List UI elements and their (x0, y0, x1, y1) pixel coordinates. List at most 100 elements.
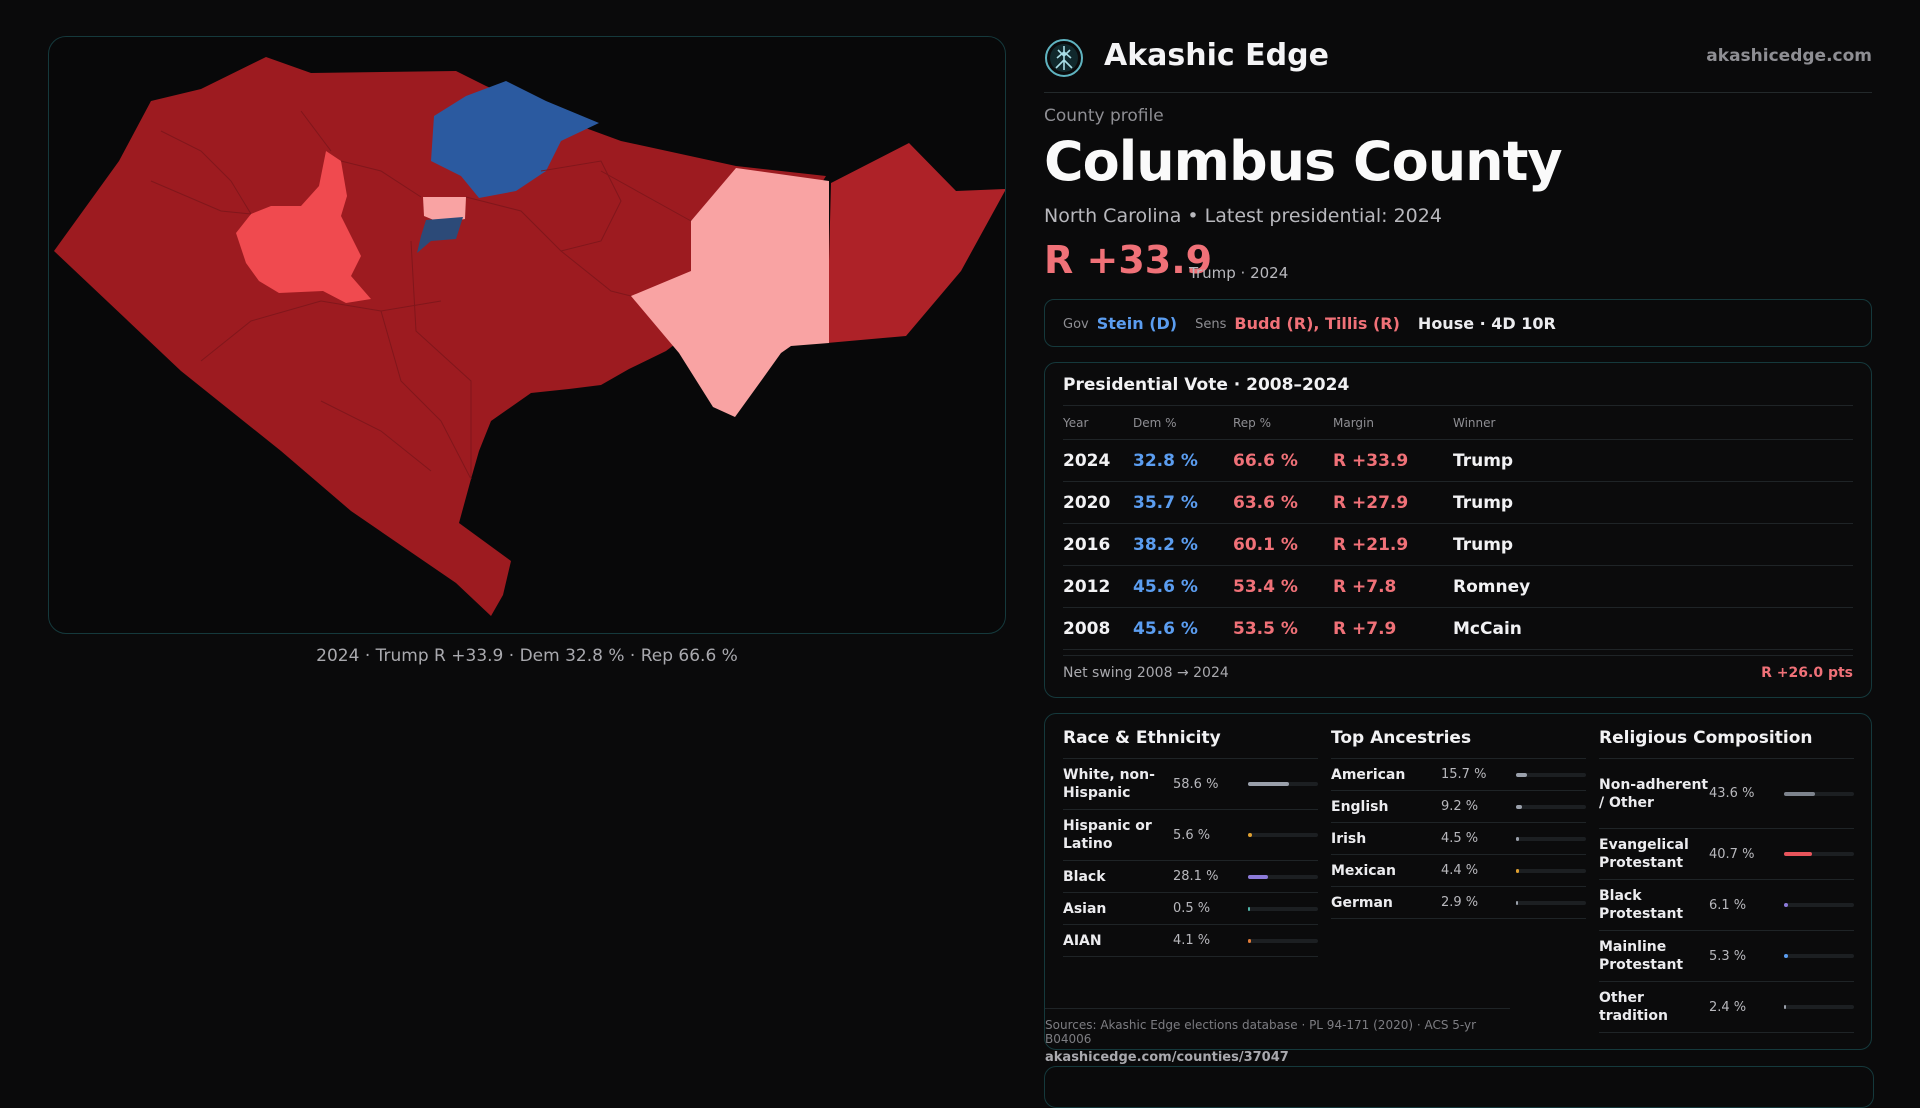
senators-link[interactable]: Budd (R), Tillis (R) (1234, 313, 1400, 333)
precinct-map[interactable] (49, 37, 1006, 634)
race-row-name: White, non-Hispanic (1063, 767, 1155, 801)
race-row-bar-track (1248, 874, 1318, 879)
sources-text: Sources: Akashic Edge elections database… (1045, 1018, 1477, 1046)
race-row-name: Black (1063, 868, 1106, 885)
demographics-card: Race & Ethnicity White, non-Hispanic 58.6… (1044, 713, 1872, 1065)
table-row[interactable]: 2016 38.2 % 60.1 % R +21.9 Trump (1063, 523, 1853, 566)
precinct-likely-r-east[interactable] (827, 143, 1006, 343)
row-rep: 63.6 % (1233, 481, 1333, 524)
ancestry-title: Top Ancestries (1331, 728, 1586, 759)
presidential-vote-title: Presidential Vote · 2008–2024 (1063, 375, 1350, 395)
officials-bar: Gov Stein (D) Sens Budd (R), Tillis (R) … (1044, 299, 1872, 347)
religion-row-bar-track (1784, 1005, 1854, 1009)
profile-kicker: County profile (1044, 106, 1164, 126)
table-row[interactable]: 2024 32.8 % 66.6 % R +33.9 Trump (1063, 439, 1853, 482)
religion-row: Mainline Protestant 5.3 % (1599, 931, 1854, 982)
row-margin: R +7.8 (1333, 565, 1453, 608)
religion-row-pct: 43.6 % (1709, 786, 1755, 801)
ancestry-row-bar-track (1516, 772, 1586, 777)
ancestry-row-bar-fill (1516, 804, 1522, 809)
row-winner: Trump (1453, 439, 1853, 482)
precinct-safe-r-base[interactable] (54, 57, 826, 616)
ancestry-row-bar-fill (1516, 772, 1527, 777)
row-winner: McCain (1453, 607, 1853, 650)
brand-name[interactable]: Akashic Edge (1104, 38, 1329, 73)
ancestry-row-name: German (1331, 894, 1393, 911)
ancestry-row-name: American (1331, 766, 1406, 783)
table-row[interactable]: 2012 45.6 % 53.4 % R +7.8 Romney (1063, 565, 1853, 608)
row-rep: 53.4 % (1233, 565, 1333, 608)
race-row-pct: 5.6 % (1173, 827, 1211, 843)
race-ethnicity-column: Race & Ethnicity White, non-Hispanic 58.6… (1063, 728, 1318, 957)
religion-row: Other tradition 2.4 % (1599, 982, 1854, 1033)
race-row-pct: 0.5 % (1173, 901, 1211, 916)
ancestry-row: Mexican 4.4 % (1331, 855, 1586, 887)
net-swing-value: R +26.0 pts (1761, 665, 1853, 681)
governor-link[interactable]: Stein (D) (1096, 313, 1178, 333)
precinct-tilt-r-town[interactable] (423, 197, 466, 223)
religion-row-name: Evangelical Protestant (1599, 837, 1689, 871)
row-dem: 45.6 % (1133, 565, 1233, 608)
race-row-pct: 58.6 % (1173, 776, 1219, 792)
religion-row: Non-adherent / Other 43.6 % (1599, 759, 1854, 829)
ancestry-row-bar-track (1516, 804, 1586, 809)
race-row: Asian 0.5 % (1063, 893, 1318, 925)
row-margin: R +7.9 (1333, 607, 1453, 650)
ancestry-row-bar-fill (1516, 868, 1519, 873)
precinct-safe-d-town[interactable] (417, 217, 463, 253)
site-link[interactable]: akashicedge.com (1706, 46, 1872, 66)
senators-label: Sens (1195, 317, 1227, 332)
religion-row: Evangelical Protestant 40.7 % (1599, 829, 1854, 880)
county-url-link[interactable]: akashicedge.com/counties/37047 (1045, 1050, 1289, 1065)
ancestry-row-bar-track (1516, 868, 1586, 873)
precinct-lean-d-north[interactable] (431, 81, 599, 198)
religion-row-bar-fill (1784, 954, 1788, 958)
ancestry-row-bar-fill (1516, 900, 1518, 905)
race-row: AIAN 4.1 % (1063, 925, 1318, 957)
headline-margin-note: Trump · 2024 (1189, 264, 1289, 282)
religion-row-pct: 2.4 % (1709, 999, 1747, 1015)
table-row[interactable]: 2008 45.6 % 53.5 % R +7.9 McCain (1063, 607, 1853, 650)
religion-row-name: Non-adherent / Other (1599, 776, 1709, 811)
county-map-panel[interactable] (48, 36, 1006, 634)
religion-row-pct: 5.3 % (1709, 948, 1747, 964)
religion-row-pct: 40.7 % (1709, 846, 1755, 862)
religion-row: Black Protestant 6.1 % (1599, 880, 1854, 931)
religion-column: Religious Composition Non-adherent / Oth… (1599, 728, 1854, 1033)
table-header-row: Year Dem % Rep % Margin Winner (1063, 405, 1853, 440)
race-row-bar-track (1248, 833, 1318, 837)
map-caption: 2024 · Trump R +33.9 · Dem 32.8 % · Rep … (316, 646, 738, 666)
net-swing-label: Net swing 2008 → 2024 (1063, 665, 1229, 681)
row-winner: Trump (1453, 481, 1853, 524)
race-row-bar-fill (1248, 874, 1268, 879)
page-title: Columbus County (1044, 130, 1563, 193)
precinct-boundaries (150, 110, 692, 480)
tree-of-life-icon[interactable] (1044, 38, 1084, 78)
precinct-tilt-r-east[interactable] (631, 168, 829, 417)
religion-row-bar-fill (1784, 903, 1788, 907)
race-row-bar-track (1248, 782, 1318, 786)
religion-row-bar-fill (1784, 852, 1812, 856)
swing-divider (1063, 655, 1853, 656)
row-margin: R +27.9 (1333, 481, 1453, 524)
religion-row-name: Black Protestant (1599, 888, 1684, 922)
religion-row-pct: 6.1 % (1709, 897, 1747, 913)
col-year: Year (1063, 405, 1133, 440)
ancestry-list: American 15.7 % English 9.2 % Irish 4.5 % Mexi… (1331, 759, 1586, 919)
house-delegation: House · 4D 10R (1417, 313, 1556, 333)
precinct-lean-r-west[interactable] (236, 151, 371, 303)
race-row: White, non-Hispanic 58.6 % (1063, 759, 1318, 810)
ancestry-row-name: English (1331, 798, 1389, 815)
race-row: Black 28.1 % (1063, 861, 1318, 893)
religion-row-bar-track (1784, 954, 1854, 958)
ancestry-row: Irish 4.5 % (1331, 823, 1586, 855)
page-subtitle: North Carolina • Latest presidential: 20… (1044, 205, 1442, 227)
race-row-name: Hispanic or Latino (1063, 818, 1152, 852)
ancestry-column: Top Ancestries American 15.7 % English 9.2 … (1331, 728, 1586, 919)
religion-list: Non-adherent / Other 43.6 % Evangelical Pr… (1599, 759, 1854, 1033)
religion-row-name: Other tradition (1599, 990, 1668, 1024)
religion-title: Religious Composition (1599, 728, 1854, 759)
religion-row-bar-track (1784, 791, 1854, 796)
table-row[interactable]: 2020 35.7 % 63.6 % R +27.9 Trump (1063, 481, 1853, 524)
row-dem: 38.2 % (1133, 523, 1233, 566)
